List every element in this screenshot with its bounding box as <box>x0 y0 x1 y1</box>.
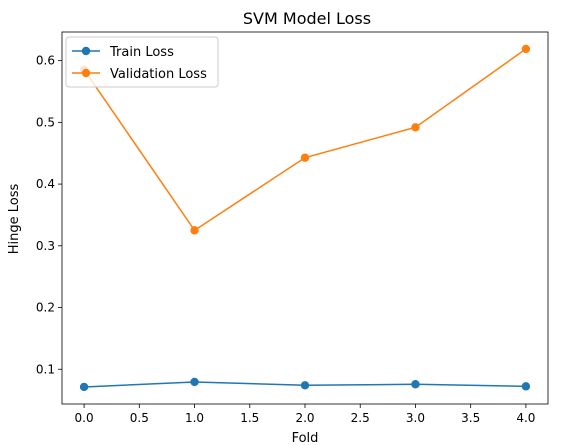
train-loss-point <box>190 378 198 386</box>
validation-loss-point <box>301 153 309 161</box>
y-tick-label: 0.6 <box>36 54 55 68</box>
y-tick-label: 0.1 <box>36 362 55 376</box>
legend-validation-loss-label: Validation Loss <box>110 67 207 82</box>
x-tick-label: 0.0 <box>75 411 94 425</box>
x-tick-label: 2.0 <box>295 411 314 425</box>
x-axis-label: Fold <box>292 431 319 445</box>
y-tick-label: 0.4 <box>36 177 55 191</box>
x-tick-label: 4.0 <box>516 411 535 425</box>
legend-train-loss-marker <box>82 47 90 55</box>
legend: Train Loss Validation Loss <box>66 37 218 87</box>
y-axis-label: Hinge Loss <box>7 184 22 255</box>
x-tick-label: 2.5 <box>351 411 370 425</box>
y-tick-label: 0.3 <box>36 239 55 253</box>
legend-train-loss-label: Train Loss <box>109 45 174 60</box>
x-tick-label: 1.0 <box>185 411 204 425</box>
train-loss-point <box>301 381 309 389</box>
validation-loss-point <box>411 123 419 131</box>
y-tick-label: 0.5 <box>36 115 55 129</box>
train-loss-point <box>522 382 530 390</box>
train-loss-point <box>411 380 419 388</box>
chart-title: SVM Model Loss <box>243 9 371 28</box>
x-tick-label: 0.5 <box>130 411 149 425</box>
validation-loss-point <box>190 226 198 234</box>
x-tick-label: 3.0 <box>406 411 425 425</box>
train-loss-point <box>80 383 88 391</box>
validation-loss-point <box>522 45 530 53</box>
y-tick-label: 0.2 <box>36 301 55 315</box>
x-tick-label: 3.5 <box>461 411 480 425</box>
legend-validation-loss-marker <box>82 69 90 77</box>
x-tick-label: 1.5 <box>240 411 259 425</box>
